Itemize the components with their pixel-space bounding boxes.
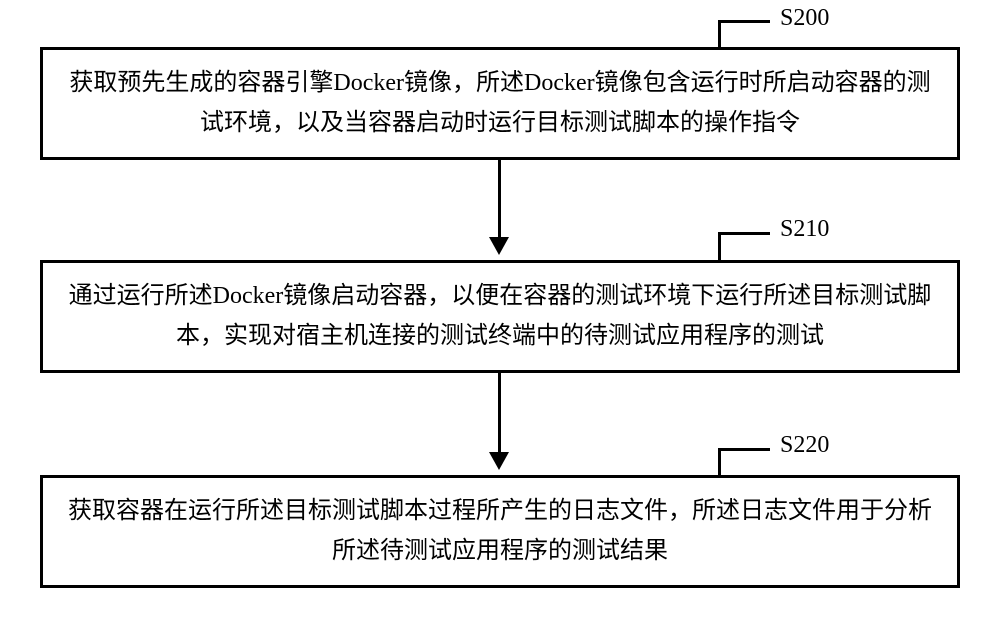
callout-vert-s220 xyxy=(718,448,721,475)
callout-horiz-s210 xyxy=(718,232,770,235)
step-label-s210: S210 xyxy=(780,216,829,243)
arrow-head-2 xyxy=(489,452,509,470)
flowchart-container: S200 获取预先生成的容器引擎Docker镜像，所述Docker镜像包含运行时… xyxy=(0,0,1000,639)
step-label-s220: S220 xyxy=(780,432,829,459)
step-box-s220: 获取容器在运行所述目标测试脚本过程所产生的日志文件，所述日志文件用于分析所述待测… xyxy=(40,475,960,588)
callout-horiz-s200 xyxy=(718,20,770,23)
callout-vert-s200 xyxy=(718,20,721,47)
step-label-s200: S200 xyxy=(780,5,829,32)
step-text-s220: 获取容器在运行所述目标测试脚本过程所产生的日志文件，所述日志文件用于分析所述待测… xyxy=(68,498,932,564)
arrow-line-2 xyxy=(498,370,501,452)
arrow-line-1 xyxy=(498,157,501,237)
callout-horiz-s220 xyxy=(718,448,770,451)
step-text-s200: 获取预先生成的容器引擎Docker镜像，所述Docker镜像包含运行时所启动容器… xyxy=(69,70,930,136)
step-box-s200: 获取预先生成的容器引擎Docker镜像，所述Docker镜像包含运行时所启动容器… xyxy=(40,47,960,160)
arrow-head-1 xyxy=(489,237,509,255)
step-box-s210: 通过运行所述Docker镜像启动容器，以便在容器的测试环境下运行所述目标测试脚本… xyxy=(40,260,960,373)
callout-vert-s210 xyxy=(718,232,721,260)
step-text-s210: 通过运行所述Docker镜像启动容器，以便在容器的测试环境下运行所述目标测试脚本… xyxy=(69,283,932,349)
